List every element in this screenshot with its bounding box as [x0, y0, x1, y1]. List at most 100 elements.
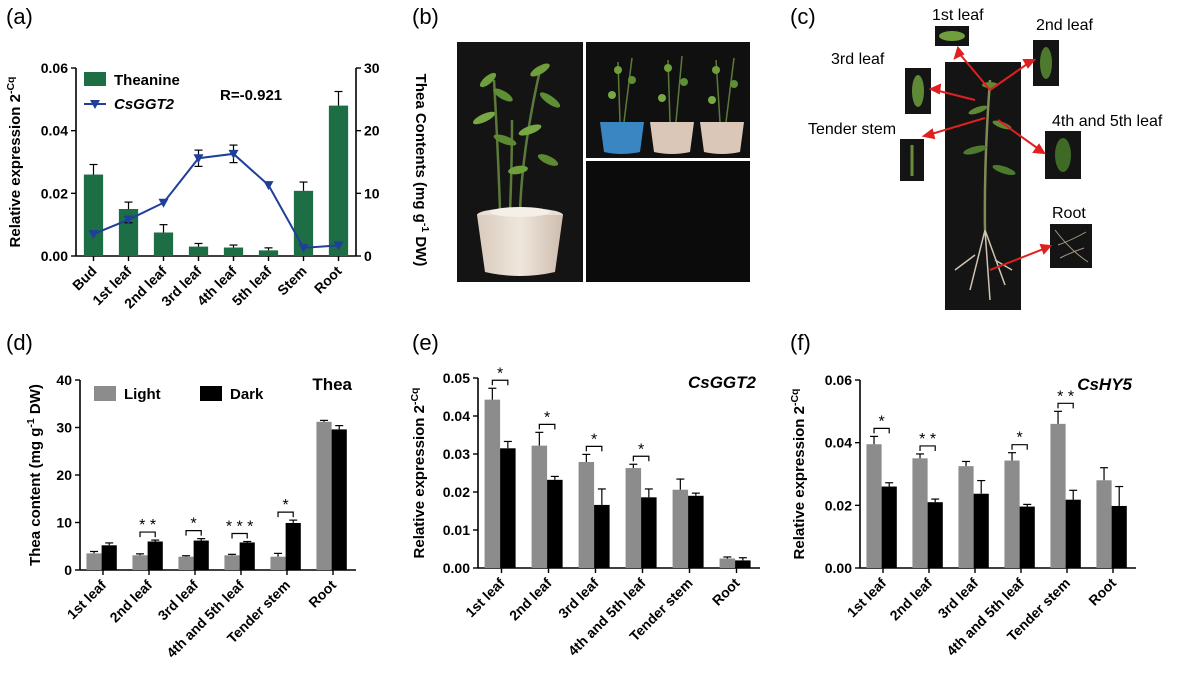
- d-bar-dark: [193, 540, 209, 570]
- a-line-marker: [193, 154, 204, 164]
- d-y-tick-label: 30: [56, 420, 72, 436]
- d-bar-dark: [101, 545, 117, 570]
- f-bar-dark: [881, 486, 897, 568]
- f-bar-light: [1050, 423, 1066, 568]
- a-y2-axis-label-main: Thea Contents (mg g: [412, 74, 429, 223]
- f-significance-mark: * *: [1057, 388, 1074, 405]
- tissue-label-2nd-leaf: 2nd leaf: [1036, 17, 1093, 34]
- e-bar-dark: [594, 504, 610, 568]
- d-bar-dark: [331, 429, 347, 570]
- f-bar-light: [958, 466, 974, 568]
- d-significance-mark: * *: [139, 517, 156, 534]
- d-y-tick-label: 40: [56, 372, 72, 388]
- a-legend-marker-csggt2: [90, 100, 100, 109]
- a-line-marker: [228, 149, 239, 159]
- d-bar-light: [224, 555, 240, 570]
- f-significance-mark: *: [1017, 430, 1023, 447]
- d-bar-dark: [285, 522, 301, 570]
- d-bar-dark: [147, 541, 163, 570]
- f-y-axis-label: Relative expression 2-Cq: [789, 389, 808, 560]
- d-bar-light: [270, 556, 286, 570]
- a-line-marker: [263, 181, 274, 191]
- d-y-axis-label-sup: -1: [25, 418, 37, 427]
- a-line-marker: [123, 215, 134, 225]
- a-y2-axis-label-sup: -1: [419, 223, 431, 232]
- a-y2-tick-label: 30: [364, 60, 380, 76]
- a-legend-label-theanine: Theanine: [114, 72, 180, 89]
- d-legend-label-dark: Dark: [230, 386, 264, 403]
- e-y-tick-label: 0.03: [443, 446, 470, 462]
- f-x-tick-label: Root: [1085, 575, 1119, 609]
- d-title: Thea: [312, 375, 352, 394]
- e-x-tick-label: Root: [709, 575, 743, 609]
- f-bar-dark: [1111, 505, 1127, 568]
- d-y-tick-label: 0: [64, 562, 72, 578]
- f-bar-dark: [927, 502, 943, 568]
- tissue-label-3rd-leaf: 3rd leaf: [831, 51, 885, 68]
- e-y-tick-label: 0.05: [443, 370, 470, 386]
- d-bar-light: [316, 421, 332, 570]
- d-legend-swatch-light: [94, 386, 116, 401]
- f-title: CsHY5: [1077, 375, 1132, 394]
- d-significance-mark: *: [191, 516, 197, 533]
- d-significance-mark: * * *: [226, 519, 254, 536]
- e-title: CsGGT2: [688, 373, 757, 392]
- f-significance-mark: * *: [919, 431, 936, 448]
- f-x-tick-label: 4th and 5th leaf: [943, 575, 1027, 659]
- f-significance-bracket: [873, 427, 890, 434]
- f-y-axis-label-main: Relative expression 2: [791, 406, 808, 559]
- a-bar-theanine: [258, 250, 279, 256]
- e-bar-dark: [547, 479, 563, 568]
- root-icon: [954, 229, 1013, 301]
- bucket-row-icon: [600, 55, 744, 154]
- d-significance-bracket: [277, 511, 294, 518]
- a-y-axis-label-sup: -Cq: [5, 77, 17, 95]
- a-x-tick-label: Bud: [69, 263, 100, 294]
- panel-label-b: (b): [412, 4, 439, 29]
- d-bar-light: [132, 555, 148, 570]
- a-bar-theanine: [83, 174, 104, 256]
- d-significance-bracket: [231, 532, 248, 539]
- panel-label-c: (c): [790, 4, 816, 29]
- photo-c-background: [945, 62, 1021, 310]
- d-x-tick-label: 1st leaf: [64, 577, 110, 623]
- a-y-axis-label-main: Relative expression 2: [7, 94, 24, 247]
- a-x-tick-label: Stem: [274, 263, 310, 299]
- panel-label-a: (a): [6, 4, 33, 29]
- a-x-tick-label: 5th leaf: [229, 263, 275, 309]
- panel-label-d: (d): [6, 330, 33, 355]
- a-bar-theanine: [223, 247, 244, 256]
- f-bar-light: [1004, 460, 1020, 568]
- d-x-tick-label: 4th and 5th leaf: [163, 577, 247, 661]
- a-line-marker: [88, 230, 99, 240]
- a-y-tick-label: 0.06: [41, 60, 68, 76]
- e-x-tick-label: 2nd leaf: [506, 575, 555, 624]
- a-line-marker: [298, 243, 309, 253]
- a-bar-theanine: [153, 232, 174, 256]
- e-x-tick-label: 1st leaf: [462, 575, 508, 621]
- a-y2-axis-label: Thea Contents (mg g-1 DW): [412, 74, 431, 267]
- a-legend-label-csggt2: CsGGT2: [114, 96, 175, 113]
- e-bar-dark: [500, 448, 516, 568]
- f-y-tick-label: 0.06: [825, 372, 852, 388]
- e-y-axis-label: Relative expression 2-Cq: [409, 388, 428, 559]
- a-line-marker: [333, 241, 344, 251]
- e-bar-light: [578, 461, 595, 568]
- d-legend-label-light: Light: [124, 386, 161, 403]
- a-y-axis-label: Relative expression 2-Cq: [5, 77, 24, 248]
- a-annotation: R=-0.921: [220, 87, 282, 104]
- e-significance-mark: *: [497, 365, 503, 382]
- a-legend-swatch-theanine: [84, 72, 106, 86]
- e-y-axis-label-main: Relative expression 2: [411, 405, 428, 558]
- e-significance-bracket: [491, 379, 509, 386]
- e-bar-dark: [641, 497, 657, 568]
- a-y-tick-label: 0.00: [41, 248, 68, 264]
- panel-label-f: (f): [790, 330, 811, 355]
- e-bar-dark: [688, 495, 704, 568]
- f-y-tick-label: 0.04: [825, 435, 852, 451]
- f-x-tick-label: 1st leaf: [844, 575, 890, 621]
